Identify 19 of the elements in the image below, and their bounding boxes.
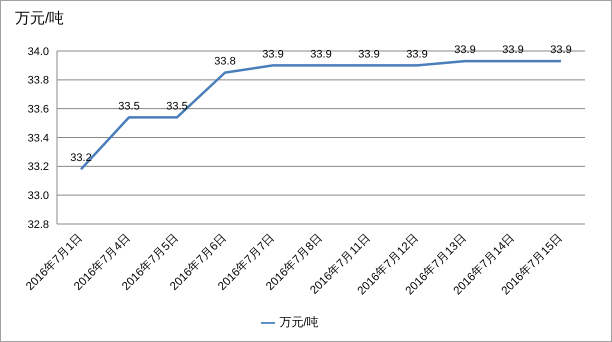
data-label: 33.9 [502, 44, 524, 56]
y-axis-title: 万元/吨 [15, 9, 64, 28]
data-label: 33.5 [118, 100, 140, 112]
data-label: 33.9 [310, 48, 332, 60]
data-label: 33.8 [214, 56, 236, 68]
y-tick-label: 33.2 [28, 161, 49, 174]
data-label: 33.9 [550, 44, 572, 56]
y-tick-label: 33.0 [28, 190, 49, 202]
data-label: 33.5 [166, 100, 188, 112]
y-tick-label: 33.8 [28, 74, 49, 87]
data-label: 33.9 [262, 48, 284, 60]
legend-label: 万元/吨 [279, 315, 319, 329]
data-label: 33.9 [454, 44, 476, 56]
y-tick-label: 32.8 [28, 218, 49, 231]
y-tick-label: 34.0 [28, 46, 49, 58]
data-label: 33.9 [406, 48, 428, 60]
y-tick-label: 33.6 [28, 104, 49, 116]
data-label: 33.9 [358, 48, 380, 60]
y-tick-label: 33.4 [28, 132, 49, 144]
